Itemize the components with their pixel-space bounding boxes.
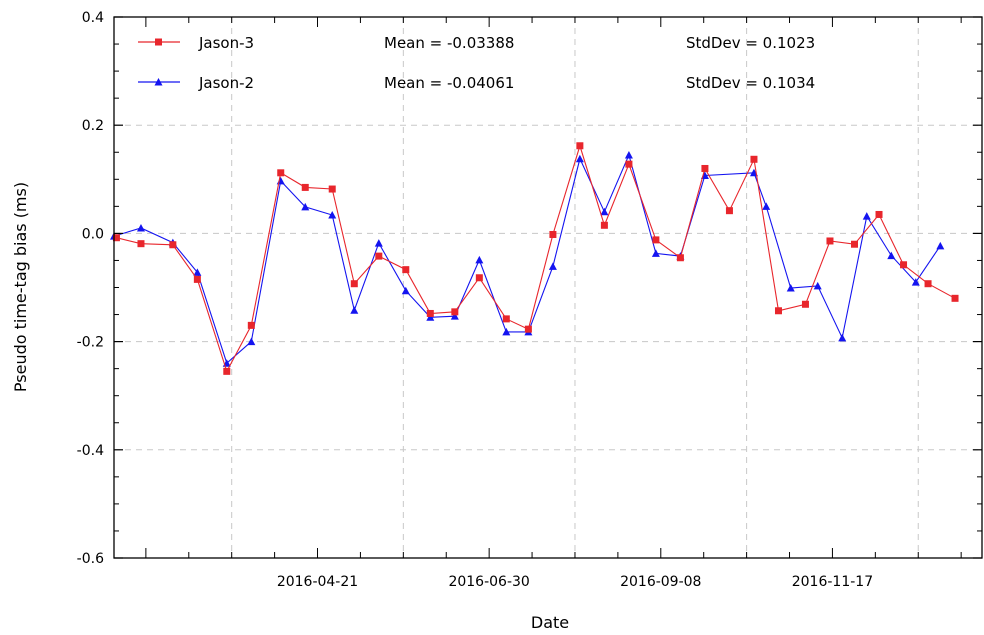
data-point-jason-3 (850, 240, 858, 248)
data-point-jason-2 (600, 207, 609, 216)
y-tick-label: 0.4 (82, 10, 104, 26)
data-point-jason-3 (524, 325, 532, 333)
legend-stddev-jason-2: StdDev = 0.1034 (686, 74, 815, 92)
series-jason-2 (110, 150, 945, 367)
plot-frame (113, 16, 983, 559)
data-point-jason-2 (862, 212, 871, 220)
data-point-jason-3 (247, 321, 255, 329)
data-point-jason-3 (451, 308, 459, 316)
data-point-jason-2 (548, 262, 557, 270)
data-point-jason-3 (426, 309, 434, 317)
data-point-jason-2 (624, 150, 633, 159)
data-point-jason-2 (136, 223, 145, 232)
x-tick-label: 2016-09-08 (620, 574, 701, 590)
y-tick-label: -0.6 (77, 551, 104, 567)
data-point-jason-2 (838, 333, 847, 342)
data-point-jason-3 (169, 241, 177, 249)
series-layer (110, 142, 959, 375)
data-point-jason-2 (936, 241, 945, 250)
x-tick-label: 2016-11-17 (792, 574, 873, 590)
data-point-jason-3 (701, 164, 709, 172)
data-point-jason-2 (813, 281, 822, 290)
data-point-jason-2 (762, 202, 771, 210)
data-point-jason-3 (475, 274, 483, 282)
data-point-jason-3 (774, 307, 782, 315)
data-point-jason-3 (402, 266, 410, 274)
x-tick-label: 2016-06-30 (448, 574, 529, 590)
data-point-jason-2 (328, 211, 337, 219)
data-point-jason-3 (223, 367, 231, 375)
legend-label-jason-3: Jason-3 (198, 34, 254, 52)
data-point-jason-2 (887, 251, 896, 260)
legend-mean-jason-3: Mean = -0.03388 (384, 34, 514, 52)
data-point-jason-2 (301, 202, 310, 211)
legend-entry-jason-2: Jason-2 Mean = -0.04061 StdDev = 0.1034 (138, 74, 815, 92)
legend-label-jason-2: Jason-2 (198, 74, 254, 92)
legend-swatch-jason-2-marker (154, 78, 163, 86)
series-jason-3 (112, 142, 959, 375)
y-axis-title: Pseudo time-tag bias (ms) (11, 182, 30, 392)
data-point-jason-3 (375, 252, 383, 260)
data-point-jason-2 (502, 327, 511, 336)
x-axis-title: Date (531, 613, 569, 632)
data-point-jason-3 (600, 221, 608, 229)
tick-labels: 0.4 0.2 0.0 -0.2 -0.4 -0.6 2016-04-21 2016-06-3… (77, 10, 873, 590)
data-point-jason-2 (193, 268, 202, 276)
legend-stddev-jason-3: StdDev = 0.1023 (686, 34, 815, 52)
data-point-jason-3 (112, 234, 120, 242)
data-point-jason-2 (450, 312, 459, 320)
legend-entry-jason-3: Jason-3 Mean = -0.03388 StdDev = 0.1023 (138, 34, 815, 52)
legend-mean-jason-2: Mean = -0.04061 (384, 74, 514, 92)
legend-swatch-jason-3-marker (155, 38, 162, 46)
data-point-jason-2 (475, 255, 484, 264)
data-point-jason-3 (328, 185, 336, 193)
y-tick-label: -0.4 (77, 443, 104, 459)
data-point-jason-3 (750, 155, 758, 163)
data-point-jason-3 (277, 169, 285, 177)
data-point-jason-2 (426, 313, 435, 321)
data-point-jason-2 (374, 239, 383, 247)
series-line-jason-3 (116, 143, 956, 373)
data-point-jason-3 (137, 240, 145, 248)
data-point-jason-3 (875, 210, 883, 218)
x-tick-label: 2016-04-21 (277, 574, 358, 590)
data-point-jason-2 (401, 286, 410, 295)
data-point-jason-3 (924, 280, 932, 288)
data-point-jason-3 (951, 294, 959, 302)
data-point-jason-2 (276, 176, 285, 185)
data-point-jason-3 (801, 300, 809, 308)
data-point-jason-3 (652, 236, 660, 244)
data-point-jason-3 (502, 315, 510, 323)
data-point-jason-2 (350, 306, 359, 314)
data-point-jason-3 (193, 275, 201, 283)
y-tick-label: 0.0 (82, 226, 104, 242)
legend: Jason-3 Mean = -0.03388 StdDev = 0.1023 … (138, 34, 815, 92)
data-point-jason-2 (575, 154, 584, 163)
data-point-jason-3 (725, 207, 733, 215)
data-point-jason-3 (576, 142, 584, 150)
y-tick-label: -0.2 (77, 335, 104, 351)
data-point-jason-3 (625, 160, 633, 168)
data-point-jason-2 (786, 284, 795, 292)
data-point-jason-3 (826, 237, 834, 245)
data-point-jason-3 (676, 254, 684, 262)
data-point-jason-3 (301, 183, 309, 191)
axis-ticks (114, 16, 982, 559)
data-point-jason-2 (911, 278, 920, 286)
data-point-jason-2 (247, 337, 256, 346)
data-point-jason-2 (651, 249, 660, 257)
grid-lines (114, 17, 982, 558)
data-point-jason-3 (900, 261, 908, 269)
data-point-jason-3 (350, 280, 358, 288)
y-tick-label: 0.2 (82, 118, 104, 134)
data-point-jason-3 (549, 230, 557, 238)
